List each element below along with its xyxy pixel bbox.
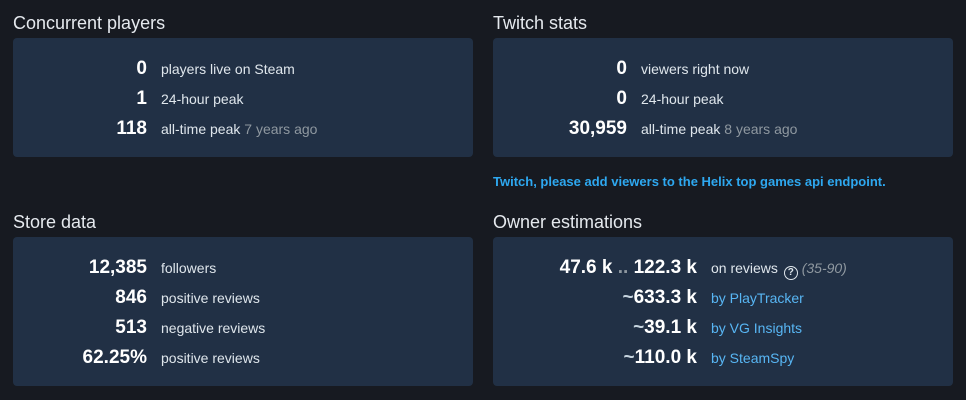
stat-label: 24-hour peak	[641, 91, 724, 107]
stat-row: 12,385 followers	[13, 253, 473, 283]
stat-row: 0 viewers right now	[493, 54, 953, 84]
question-circle-icon[interactable]: ?	[783, 266, 798, 280]
concurrent-players-card: 0 players live on Steam 1 24-hour peak 1…	[13, 38, 473, 157]
stat-row: ~39.1 k by VG Insights	[493, 313, 953, 343]
stat-label: all-time peak 8 years ago	[641, 121, 798, 137]
review-range: (35-90)	[801, 260, 847, 276]
stat-value: 1	[136, 88, 147, 109]
stat-row: ~633.3 k by PlayTracker	[493, 283, 953, 313]
owner-estimations-title: Owner estimations	[493, 212, 643, 232]
stat-row: ~110.0 k by SteamSpy	[493, 343, 953, 373]
stat-row: 47.6 k .. 122.3 k on reviews ? (35-90)	[493, 253, 953, 283]
stat-value: 12,385	[88, 257, 147, 278]
stat-value: 846	[115, 287, 147, 308]
steamspy-link[interactable]: by SteamSpy	[711, 350, 795, 366]
twitch-notice-link[interactable]: Twitch, please add viewers to the Helix …	[493, 174, 886, 189]
store-data-title: Store data	[13, 212, 97, 232]
twitch-stats-card: 0 viewers right now 0 24-hour peak 30,95…	[493, 38, 953, 157]
store-data-card: 12,385 followers 846 positive reviews 51…	[13, 237, 473, 386]
stat-row: 118 all-time peak 7 years ago	[13, 114, 473, 144]
owner-estimations-section: Owner estimations	[493, 210, 642, 234]
twitch-stats-section: Twitch stats	[493, 11, 587, 35]
stat-label: positive reviews	[161, 290, 260, 306]
stat-value: 30,959	[568, 118, 627, 139]
stat-row: 1 24-hour peak	[13, 84, 473, 114]
stat-row: 30,959 all-time peak 8 years ago	[493, 114, 953, 144]
stat-value: 118	[116, 118, 147, 139]
stat-label: on reviews ? (35-90)	[711, 260, 847, 280]
twitch-stats-title: Twitch stats	[493, 13, 588, 33]
stat-row: 62.25% positive reviews	[13, 343, 473, 373]
playtracker-link[interactable]: by PlayTracker	[711, 290, 804, 306]
stat-row: 846 positive reviews	[13, 283, 473, 313]
stat-row: 513 negative reviews	[13, 313, 473, 343]
vg-insights-link[interactable]: by VG Insights	[711, 320, 803, 336]
stat-value: 62.25%	[82, 347, 147, 368]
concurrent-players-section: Concurrent players	[13, 11, 165, 35]
stat-label: followers	[161, 260, 217, 276]
stat-label: viewers right now	[641, 61, 750, 77]
owner-estimations-card: 47.6 k .. 122.3 k on reviews ? (35-90) ~…	[493, 237, 953, 386]
stat-row: 0 24-hour peak	[493, 84, 953, 114]
stat-value: ~39.1 k	[633, 317, 697, 338]
stat-label: 24-hour peak	[161, 91, 244, 107]
stat-value: 0	[616, 88, 627, 109]
owner-range-value: 47.6 k .. 122.3 k	[559, 257, 697, 278]
stat-label: players live on Steam	[161, 61, 295, 77]
stat-time-ago: 8 years ago	[724, 121, 798, 137]
concurrent-players-title: Concurrent players	[13, 13, 166, 33]
stat-value: ~633.3 k	[622, 287, 697, 308]
stat-label: all-time peak 7 years ago	[161, 121, 318, 137]
stat-value: 513	[115, 317, 147, 338]
stat-label: negative reviews	[161, 320, 266, 336]
stat-label: positive reviews	[161, 350, 260, 366]
stat-value: ~110.0 k	[623, 347, 697, 368]
stat-value: 0	[616, 58, 627, 79]
stat-value: 0	[136, 58, 147, 79]
stat-time-ago: 7 years ago	[244, 121, 318, 137]
stat-row: 0 players live on Steam	[13, 54, 473, 84]
store-data-section: Store data	[13, 210, 96, 234]
